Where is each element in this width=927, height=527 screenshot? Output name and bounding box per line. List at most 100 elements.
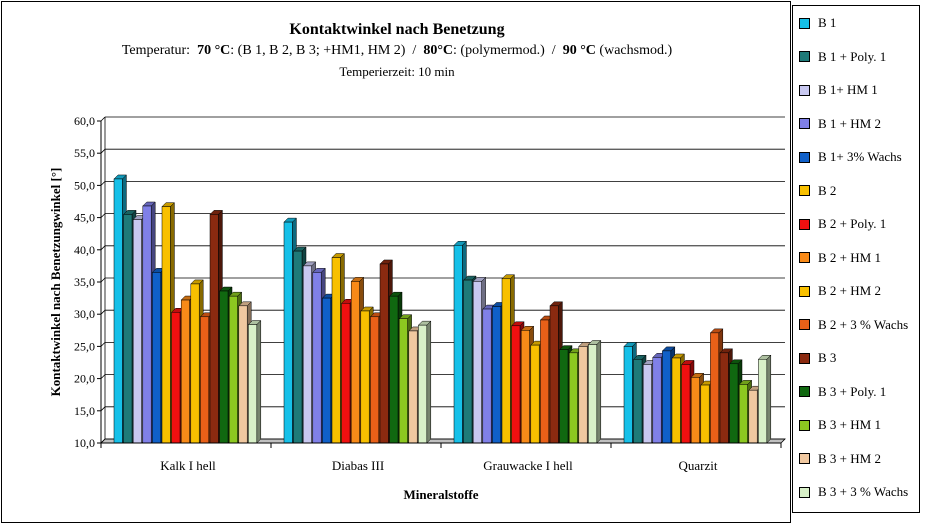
- x-tick-label: Quarzit: [679, 458, 718, 473]
- bar: [379, 263, 389, 444]
- bar: [132, 219, 142, 444]
- bar: [559, 349, 569, 444]
- bar: [623, 346, 633, 444]
- bar: [642, 364, 652, 444]
- plot-svg: 10,0 15,0 20,0 25,0 30,0 35,0 40,0 45,0 50,0 55,0…: [48, 114, 786, 502]
- y-tick-label: 20,0: [74, 372, 95, 386]
- subtitle-temp-3: 90 °C: [562, 43, 596, 58]
- gridline-side: [100, 406, 106, 412]
- bar: [113, 178, 123, 444]
- legend-swatch: [799, 352, 810, 364]
- bar: [161, 206, 171, 444]
- bar: [370, 316, 380, 444]
- legend-swatch: [799, 84, 810, 96]
- legend-swatch: [799, 185, 810, 196]
- bar: [578, 346, 588, 444]
- legend-swatch: [799, 319, 810, 330]
- subtitle-temp-3-text: (wachsmod.): [595, 43, 673, 58]
- bar: [633, 359, 643, 444]
- bar: [520, 330, 530, 444]
- legend-item: B 1+ 3% Wachs: [799, 147, 902, 167]
- bar-side: [766, 354, 772, 444]
- legend-label: B 1+ 3% Wachs: [818, 149, 902, 164]
- bar: [511, 325, 521, 444]
- gridline-side: [100, 213, 106, 218]
- legend-label: B 1 + Poly. 1: [818, 48, 887, 64]
- bar: [331, 257, 341, 444]
- chart-subtitle: Temperatur: 70 °C: (B 1, B 2, B 3; +HM1,…: [2, 43, 792, 59]
- bar: [453, 245, 463, 444]
- legend-swatch: [799, 419, 810, 431]
- bar: [549, 305, 559, 444]
- legend-item: B 3 + HM 1: [799, 415, 881, 435]
- bar: [123, 214, 133, 444]
- chart-subtitle-2: Temperierzeit: 10 min: [339, 64, 455, 79]
- bar: [283, 221, 293, 444]
- gridline-side: [100, 116, 106, 122]
- bar: [350, 281, 360, 444]
- x-tick-label: Grauwacke I hell: [483, 458, 573, 473]
- legend-item: B 2 + 3 % Wachs: [799, 315, 908, 335]
- gridline-side: [100, 148, 106, 154]
- bar: [492, 306, 502, 444]
- bar: [482, 308, 492, 444]
- bar: [238, 305, 248, 444]
- legend-swatch: [799, 486, 810, 498]
- legend-item: B 1 + Poly. 1: [799, 47, 886, 67]
- x-tick-label: Diabas III: [332, 458, 384, 473]
- legend-label: B 1: [818, 15, 837, 30]
- legend-label: B 1+ HM 1: [818, 82, 878, 97]
- gridline-side: [100, 438, 106, 444]
- legend-label: B 2 + HM 1: [818, 249, 881, 265]
- legend-swatch: [799, 151, 810, 163]
- legend-label: B 2: [818, 182, 837, 198]
- y-tick-label: 45,0: [74, 211, 95, 225]
- legend-swatch: [799, 17, 810, 29]
- bar: [463, 279, 473, 444]
- bar-side: [256, 319, 262, 444]
- legend: B 1 B 1 + Poly. 1 B 1+ HM 1 B 1 + HM 2 B 1+ …: [792, 5, 920, 513]
- y-tick-label: 50,0: [74, 178, 95, 192]
- bar: [219, 290, 229, 444]
- bar: [530, 344, 540, 444]
- bar: [209, 214, 219, 444]
- bar: [748, 389, 758, 444]
- subtitle-prefix: Temperatur:: [121, 43, 198, 58]
- legend-label: B 3: [818, 350, 837, 365]
- gridline-side: [100, 342, 106, 347]
- gridline-side: [100, 374, 106, 379]
- y-tick-label: 10,0: [74, 436, 95, 450]
- bar: [341, 303, 351, 444]
- bar: [180, 299, 190, 444]
- subtitle-temp-1: 70 °C: [197, 43, 231, 58]
- bar: [360, 310, 370, 444]
- y-tick-label: 60,0: [74, 114, 95, 128]
- bar: [758, 359, 768, 444]
- bar-side: [596, 339, 602, 444]
- bar: [588, 344, 598, 444]
- y-tick-label: 30,0: [74, 307, 95, 321]
- bar: [389, 295, 399, 444]
- legend-swatch: [799, 218, 810, 230]
- legend-label: B 2 + 3 % Wachs: [818, 316, 909, 332]
- bar: [228, 295, 238, 444]
- bar: [190, 283, 200, 444]
- legend-swatch: [799, 118, 810, 129]
- y-tick-label: 40,0: [74, 243, 95, 257]
- chart-area: Kontaktwinkel nach Benetzung Temperatur:…: [1, 1, 791, 523]
- legend-item: B 2 + Poly. 1: [799, 214, 886, 234]
- y-tick-label: 15,0: [74, 404, 95, 418]
- bar: [152, 272, 162, 444]
- bar: [418, 324, 428, 444]
- legend-item: B 2 + HM 1: [799, 248, 881, 268]
- y-tick-label: 35,0: [74, 275, 95, 289]
- x-axis-title: Mineralstoffe: [403, 487, 478, 502]
- legend-item: B 1: [799, 13, 836, 33]
- legend-item: B 1+ HM 1: [799, 80, 878, 100]
- bar: [662, 350, 672, 444]
- bar: [738, 384, 748, 444]
- legend-item: B 3 + HM 2: [799, 449, 881, 469]
- y-tick-label: 25,0: [74, 339, 95, 353]
- bar: [710, 332, 720, 444]
- bar: [729, 363, 739, 444]
